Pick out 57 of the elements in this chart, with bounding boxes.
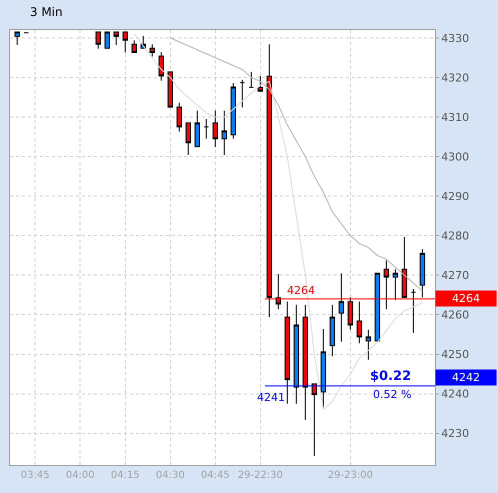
candlestick — [122, 31, 128, 54]
x-tick-label: 29-22:30 — [238, 470, 283, 481]
candlestick — [176, 102, 182, 132]
x-tick-label: 04:15 — [110, 470, 140, 481]
candlestick — [284, 301, 290, 404]
candlestick — [356, 301, 362, 344]
candlestick — [248, 71, 254, 88]
y-tick-label: 4270 — [441, 269, 470, 282]
candlestick — [258, 75, 264, 92]
annotation: 4264 — [287, 284, 315, 297]
candlestick — [114, 31, 119, 46]
y-tick-label: 4230 — [441, 427, 470, 440]
x-tick-label: 29-23:00 — [328, 470, 373, 481]
x-tick-label: 04:30 — [156, 470, 185, 481]
candlestick — [96, 31, 101, 50]
x-tick-label: 03:45 — [20, 470, 50, 481]
candlestick — [320, 328, 326, 408]
candlestick — [302, 304, 308, 420]
annotation: 0.52 % — [373, 388, 412, 401]
candlestick — [338, 272, 344, 342]
candlestick — [194, 110, 200, 148]
ref-line-label: 4264 — [452, 292, 480, 305]
y-tick-label: 4300 — [441, 150, 470, 164]
candlestick — [212, 110, 218, 148]
candlestick — [410, 288, 416, 334]
candlestick — [374, 272, 380, 342]
candlestick — [168, 71, 173, 108]
y-tick-label: 4310 — [441, 110, 470, 124]
annotation: $0.22 — [370, 369, 412, 384]
y-tick-label: 4330 — [441, 32, 470, 45]
candlestick — [104, 31, 110, 49]
candlestick — [240, 79, 246, 108]
candlestick — [392, 268, 398, 301]
y-tick-label: 4250 — [441, 348, 470, 362]
candlestick — [204, 118, 209, 140]
candlestick — [312, 383, 318, 456]
candlestick — [150, 44, 155, 57]
candlestick — [186, 122, 191, 156]
x-tick-label: 04:45 — [200, 470, 230, 481]
candlestick — [230, 82, 236, 140]
candlestick — [330, 304, 336, 357]
y-tick-label: 4290 — [441, 190, 470, 203]
ref-line-label: 4242 — [452, 371, 480, 384]
y-tick-label: 4320 — [441, 71, 470, 84]
candlestick — [420, 248, 426, 298]
candlestick — [14, 31, 20, 46]
y-tick-label: 4280 — [441, 229, 470, 242]
candlestick — [366, 329, 372, 360]
chart-title: 3 Min — [30, 4, 63, 19]
y-tick-label: 4260 — [441, 308, 470, 322]
annotation: 4241 — [257, 391, 285, 404]
candlestick — [294, 304, 300, 404]
candlestick — [222, 110, 228, 156]
candlestick — [158, 52, 164, 82]
y-tick-label: 4240 — [441, 388, 470, 401]
x-tick-label: 04:00 — [66, 470, 95, 481]
candlestick — [132, 40, 137, 54]
